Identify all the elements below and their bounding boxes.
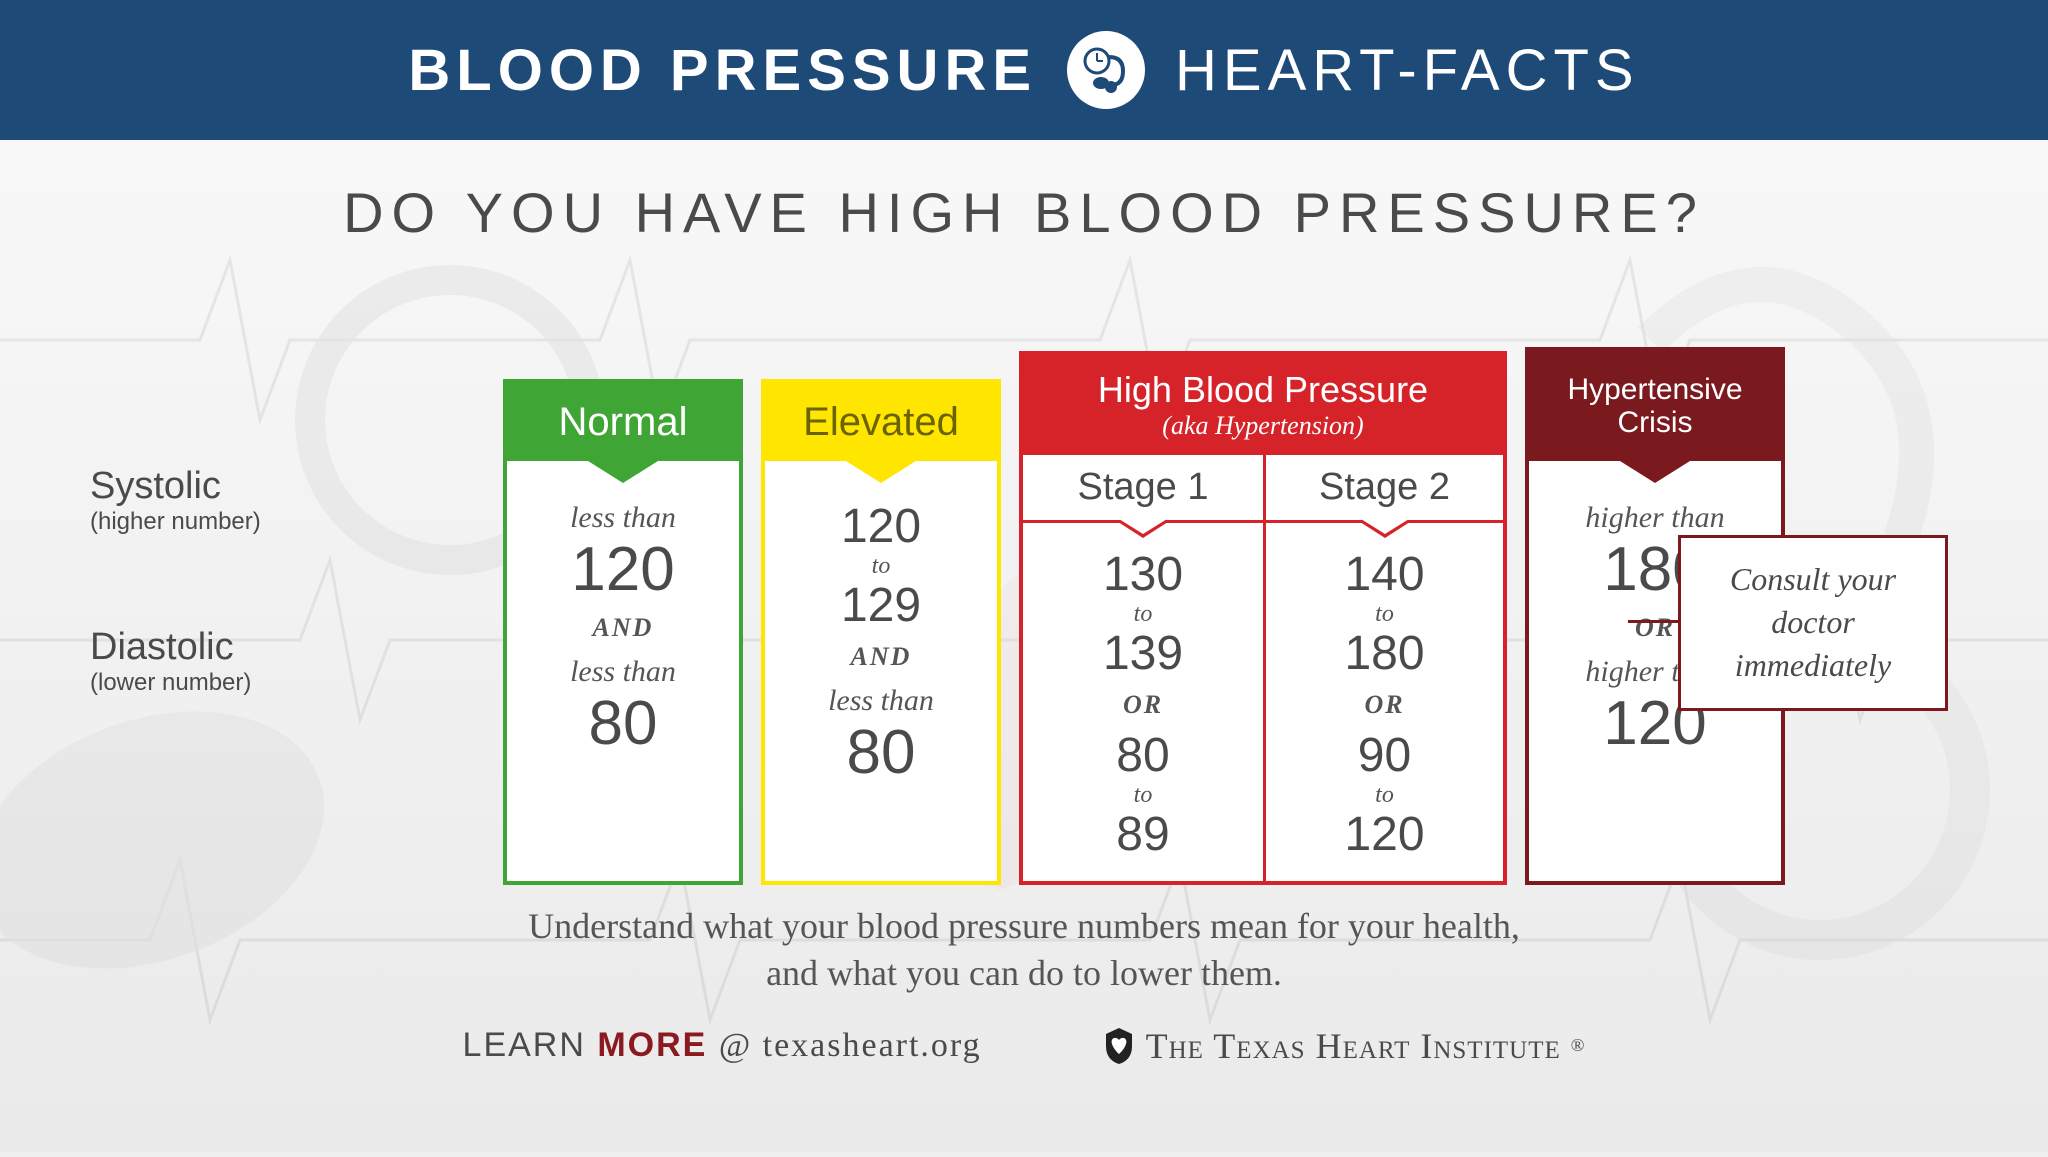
- content-area: DO YOU HAVE HIGH BLOOD PRESSURE? Systoli…: [0, 140, 2048, 1152]
- cards-row: Normal less than 120 AND less than 80 El…: [503, 347, 1785, 885]
- hbp-stage2-header: Stage 2: [1266, 455, 1503, 523]
- diastolic-label: Diastolic (lower number): [90, 626, 310, 697]
- card-normal-header: Normal: [507, 383, 739, 461]
- bp-cuff-icon: [1067, 31, 1145, 109]
- shield-heart-icon: [1102, 1026, 1136, 1066]
- card-elevated-header: Elevated: [765, 383, 997, 461]
- consult-doctor-callout: Consult your doctor immediately: [1678, 535, 1948, 711]
- card-normal: Normal less than 120 AND less than 80: [503, 379, 743, 885]
- bp-categories-chart: Systolic (higher number) Diastolic (lowe…: [60, 265, 1988, 885]
- card-hbp-group: High Blood Pressure (aka Hypertension) S…: [1019, 351, 1507, 885]
- card-normal-body: less than 120 AND less than 80: [507, 461, 739, 881]
- more-emphasis: MORE: [597, 1026, 707, 1064]
- callout-connector: [1628, 620, 1678, 623]
- institute-name: The Texas Heart Institute®: [1102, 1025, 1586, 1067]
- hbp-stage1-body: 130 to 139 OR 80 to 89: [1023, 523, 1263, 881]
- header-title-right: HEART-FACTS: [1175, 37, 1640, 104]
- hbp-group-header: High Blood Pressure (aka Hypertension): [1023, 355, 1503, 455]
- hbp-stage2: Stage 2 140 to 180 OR 90 to 120: [1263, 455, 1503, 881]
- question-heading: DO YOU HAVE HIGH BLOOD PRESSURE?: [60, 180, 1988, 245]
- header-bar: BLOOD PRESSURE HEART-FACTS: [0, 0, 2048, 140]
- systolic-label: Systolic (higher number): [90, 465, 310, 536]
- hbp-stage2-body: 140 to 180 OR 90 to 120: [1266, 523, 1503, 881]
- card-elevated-body: 120 to 129 AND less than 80: [765, 461, 997, 881]
- learn-more: LEARN MORE @ texasheart.org: [463, 1026, 982, 1065]
- header-title-left: BLOOD PRESSURE: [408, 37, 1037, 104]
- hbp-stage1-header: Stage 1: [1023, 455, 1263, 523]
- tagline: Understand what your blood pressure numb…: [60, 903, 1988, 997]
- card-crisis-header: Hypertensive Crisis: [1529, 351, 1781, 461]
- hbp-stage1: Stage 1 130 to 139 OR 80 to 89: [1023, 455, 1263, 881]
- row-labels: Systolic (higher number) Diastolic (lowe…: [90, 465, 310, 787]
- card-elevated: Elevated 120 to 129 AND less than 80: [761, 379, 1001, 885]
- footer: LEARN MORE @ texasheart.org The Texas He…: [60, 1025, 1988, 1067]
